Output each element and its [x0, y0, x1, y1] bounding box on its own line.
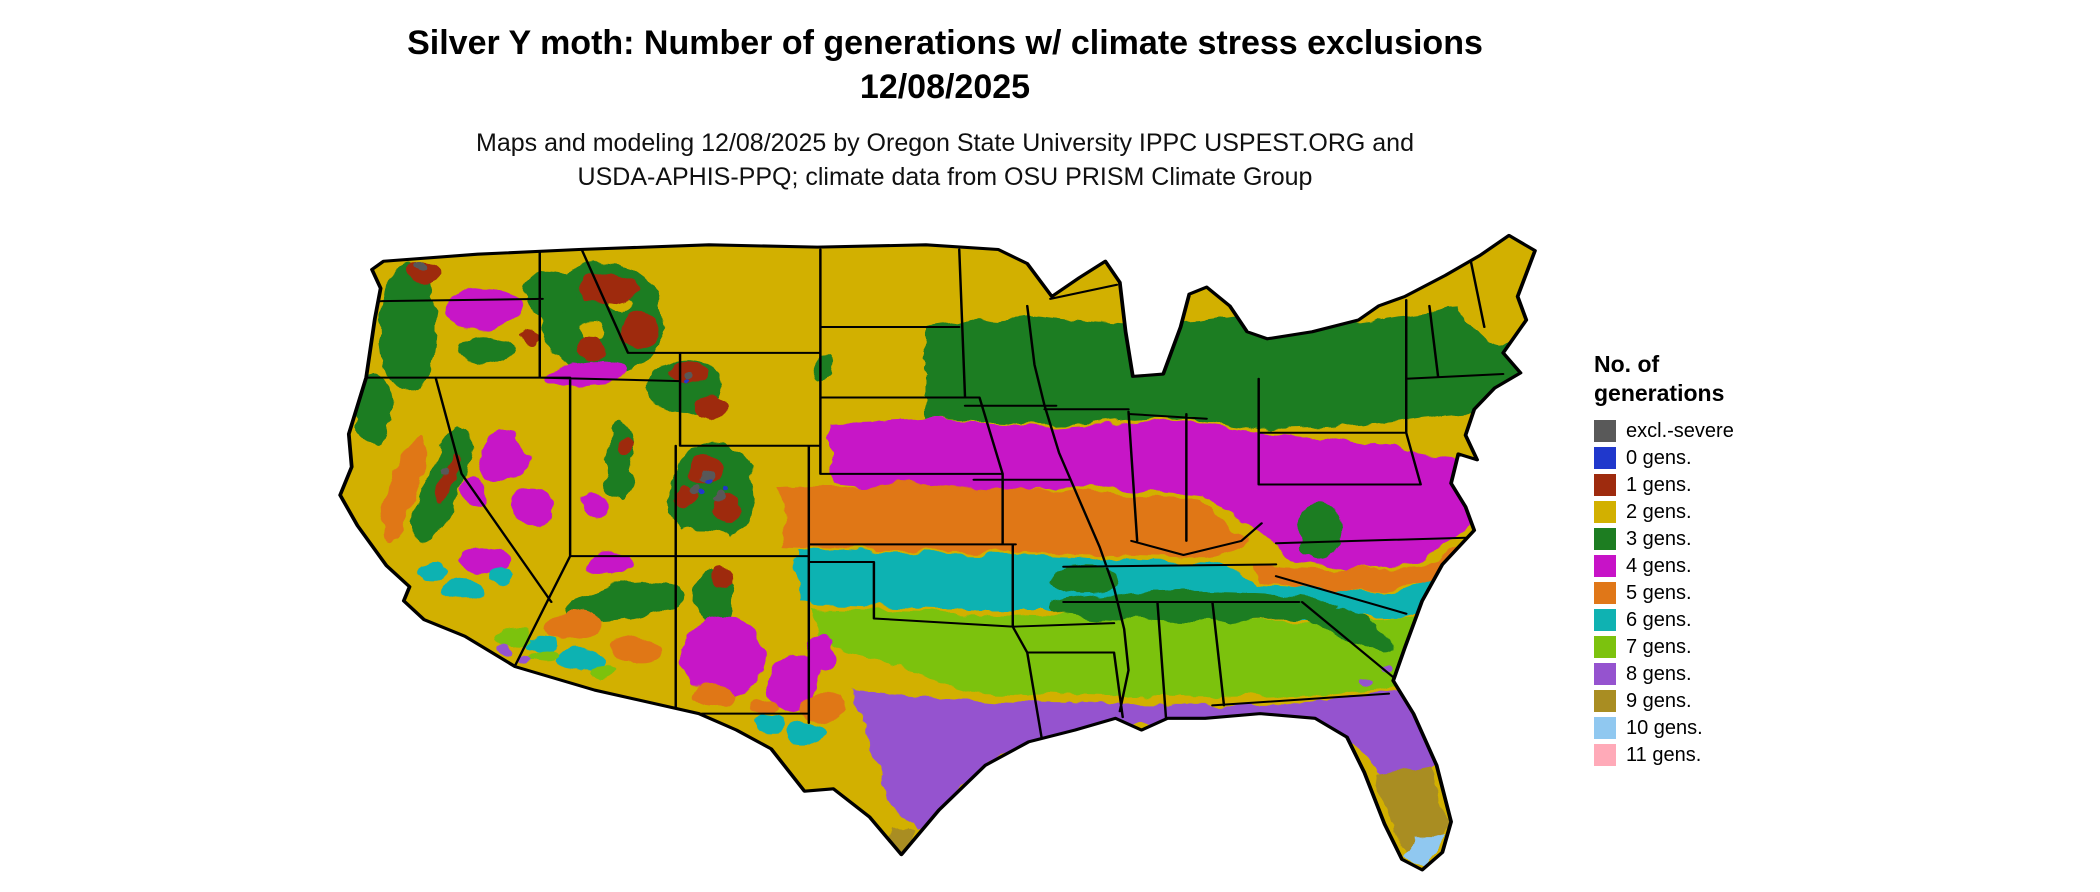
legend-swatch-6: [1594, 609, 1616, 631]
page-title-line2: 12/08/2025: [859, 67, 1031, 106]
page-title-line1: Silver Y moth: Number of generations w/ …: [407, 24, 1483, 62]
legend-entry: 8 gens.: [1594, 663, 1844, 686]
legend-entry: 5 gens.: [1594, 582, 1844, 605]
us-map: [338, 233, 1537, 872]
legend-label: 9 gens.: [1626, 689, 1692, 712]
legend-entry: 7 gens.: [1594, 636, 1844, 659]
region-5-gens-west-patches: [380, 439, 848, 722]
legend-label: 6 gens.: [1626, 608, 1692, 631]
legend-swatch-7: [1594, 636, 1616, 658]
region-excl-severe-patches: [413, 261, 725, 501]
state-borders: [364, 248, 1505, 740]
legend-entry: 11 gens.: [1594, 744, 1844, 767]
legend-swatch-2: [1594, 501, 1616, 523]
map-area: [330, 226, 1548, 884]
region-3-gens-north-band: [925, 301, 1535, 429]
legend-label: 7 gens.: [1626, 635, 1692, 658]
legend-label: 2 gens.: [1626, 500, 1692, 523]
legend-label: 5 gens.: [1626, 581, 1692, 604]
legend-title: No. of generations: [1594, 350, 1844, 408]
legend-label: 8 gens.: [1626, 662, 1692, 685]
region-6-gens-west-patches: [421, 564, 825, 745]
region-0-gens-specks: [684, 379, 728, 496]
region-5-gens-band: [781, 482, 1248, 558]
region-9-gens-florida: [1377, 764, 1447, 856]
subtitle-line1: Maps and modeling 12/08/2025 by Oregon S…: [476, 129, 1414, 158]
legend-swatch-8: [1594, 663, 1616, 685]
region-4-gens-west-patches: [447, 287, 840, 713]
region-10-gens-florida-tip: [1406, 834, 1444, 870]
legend-entry: 9 gens.: [1594, 690, 1844, 713]
legend-label: excl.-severe: [1626, 419, 1734, 442]
legend-swatch-9: [1594, 690, 1616, 712]
legend-entry: 6 gens.: [1594, 609, 1844, 632]
legend-swatch-5: [1594, 582, 1616, 604]
legend-swatch-10: [1594, 717, 1616, 739]
legend-entries: excl.-severe 0 gens. 1 gens. 2 gens. 3 gens.…: [1594, 420, 1844, 767]
legend-entry: 0 gens.: [1594, 447, 1844, 470]
legend-title-line1: No. of: [1594, 351, 1660, 377]
legend-swatch-3: [1594, 528, 1616, 550]
legend-swatch-1: [1594, 474, 1616, 496]
legend-entry: 10 gens.: [1594, 717, 1844, 740]
legend-entry: excl.-severe: [1594, 420, 1844, 443]
legend-entry: 2 gens.: [1594, 501, 1844, 524]
legend-label: 1 gens.: [1626, 473, 1692, 496]
legend-label: 10 gens.: [1626, 716, 1703, 739]
legend-label: 11 gens.: [1626, 743, 1702, 766]
legend-entry: 1 gens.: [1594, 474, 1844, 497]
legend-swatch-0: [1594, 447, 1616, 469]
legend-entry: 3 gens.: [1594, 528, 1844, 551]
region-7-gens-band: [810, 609, 1453, 699]
subtitle-line2: USDA-APHIS-PPQ; climate data from OSU PR…: [577, 162, 1313, 191]
legend: No. of generations excl.-severe 0 gens. 1 …: [1594, 350, 1844, 771]
legend-title-line2: generations: [1594, 379, 1725, 406]
legend-entry: 4 gens.: [1594, 555, 1844, 578]
raster-layer: [340, 235, 1535, 870]
region-6-gens-band: [795, 540, 1517, 619]
header: Silver Y moth: Number of generations w/ …: [0, 22, 1890, 194]
region-8-gens-band: [850, 688, 1436, 833]
legend-label: 0 gens.: [1626, 446, 1692, 469]
subtitle: Maps and modeling 12/08/2025 by Oregon S…: [0, 127, 1890, 194]
legend-label: 3 gens.: [1626, 527, 1692, 550]
region-2-gens-overlays: [580, 237, 1535, 553]
region-7-gens-west-patches: [496, 629, 617, 680]
legend-swatch-4: [1594, 555, 1616, 577]
legend-swatch-11: [1594, 744, 1616, 766]
legend-label: 4 gens.: [1626, 554, 1692, 577]
legend-swatch-severe: [1594, 420, 1616, 442]
region-11-gens-keys: [1388, 867, 1395, 870]
